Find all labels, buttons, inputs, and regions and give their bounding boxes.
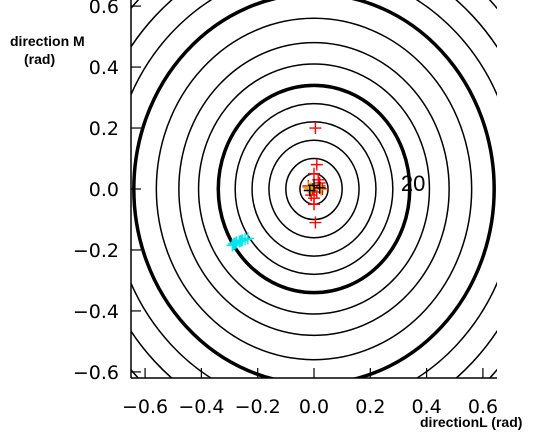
contour-ring-1 xyxy=(285,157,343,221)
y-tick-label-0: −0.6 xyxy=(73,362,119,384)
contour-ring-5 xyxy=(216,83,412,295)
x-tick-label-5: 0.4 xyxy=(412,396,442,418)
contour-ring-6 xyxy=(197,63,431,315)
x-tick-label-2: −0.2 xyxy=(235,396,281,418)
y-tick-label-1: −0.4 xyxy=(73,301,119,323)
plot-axes xyxy=(130,0,497,379)
data-point-s3-1 xyxy=(313,181,326,194)
data-point-s2-3 xyxy=(315,183,328,196)
data-points xyxy=(226,122,329,252)
x-tick-label-0: −0.6 xyxy=(122,396,168,418)
contour-ring-11 xyxy=(131,0,497,378)
y-tick-label-2: −0.2 xyxy=(73,240,119,262)
contour-ring-8 xyxy=(155,17,473,361)
y-tick-label-3: 0.0 xyxy=(89,179,119,201)
data-point-s0-0 xyxy=(309,122,322,135)
y-axis-label-line2: (rad) xyxy=(24,51,56,67)
data-point-s0-10 xyxy=(308,198,320,211)
x-tick-label-1: −0.4 xyxy=(178,396,224,418)
data-point-s3-2 xyxy=(308,179,320,192)
contour-label: 20 xyxy=(401,171,425,196)
data-point-s1-6 xyxy=(241,232,254,245)
data-point-s2-0 xyxy=(302,181,315,194)
data-point-s0-2 xyxy=(308,167,320,180)
y-tick-label-5: 0.4 xyxy=(89,57,119,79)
x-axis-label: directionL (rad) xyxy=(420,414,523,430)
contour-ring-7 xyxy=(178,41,450,337)
data-point-s1-7 xyxy=(227,237,240,250)
contour-ring-4 xyxy=(234,102,394,276)
x-tick-label-4: 0.2 xyxy=(355,396,385,418)
contour-ring-2 xyxy=(268,139,360,239)
x-tick-label-3: 0.0 xyxy=(299,396,329,418)
data-point-s1-8 xyxy=(234,234,247,247)
x-tick-label-6: 0.6 xyxy=(468,396,498,418)
y-tick-label-4: 0.2 xyxy=(89,118,119,140)
data-point-s0-11 xyxy=(309,216,322,229)
data-point-s0-1 xyxy=(310,158,323,171)
y-tick-label-6: 0.6 xyxy=(89,0,119,18)
tick-labels: −0.6 −0.4 −0.2 0.0 0.2 0.4 0.6 −0.6 −0.4 −0.2 0.0 0… xyxy=(73,0,498,418)
contour-ring-3 xyxy=(251,121,377,257)
y-axis-label-line1: direction M xyxy=(10,33,85,49)
